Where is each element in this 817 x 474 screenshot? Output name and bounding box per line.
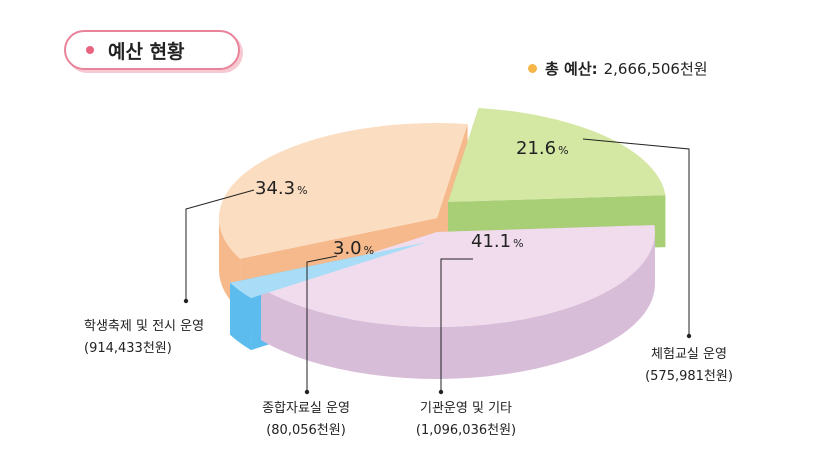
category-amount-operations: (575,981천원) — [645, 369, 733, 384]
percent-label-admin: 41.1% — [471, 231, 524, 252]
percent-label-festival: 34.3% — [255, 178, 308, 199]
leader-dot-admin — [438, 389, 444, 395]
pie-slice-festival — [219, 122, 468, 259]
total-budget-value: 2,666,506천원 — [603, 60, 708, 78]
leader-dot-festival — [183, 298, 189, 304]
category-amount-festival: (914,433천원) — [84, 341, 172, 356]
pie-slice-admin — [261, 225, 656, 327]
percent-label-library: 3.0% — [333, 238, 374, 259]
category-label-operations: 체험교실 운영 — [651, 347, 727, 362]
leader-line-library — [306, 255, 338, 392]
total-budget-label: 총 예산: — [545, 60, 598, 78]
leader-line-operations — [582, 138, 690, 336]
pie-slice-side-admin — [261, 232, 655, 379]
bullet-dot-icon — [528, 64, 537, 73]
category-amount-admin: (1,096,036천원) — [416, 423, 516, 438]
category-label-admin: 기관운영 및 기타 — [420, 401, 512, 416]
leader-line-admin — [440, 258, 473, 392]
leader-dot-library — [304, 389, 310, 395]
category-amount-library: (80,056천원) — [266, 423, 346, 438]
category-label-festival: 학생축제 및 전시 운영 — [84, 319, 204, 334]
percent-label-operations: 21.6% — [516, 138, 569, 159]
page-title: 예산 현황 — [108, 40, 185, 63]
pie-slice-operations — [448, 107, 666, 202]
category-label-library: 종합자료실 운영 — [262, 401, 350, 416]
pie-slice-library — [230, 242, 427, 299]
bullet-dot-icon — [86, 46, 94, 54]
title-pill: 예산 현황 — [64, 30, 240, 70]
leader-line-festival — [185, 189, 255, 301]
leader-dot-operations — [686, 333, 692, 339]
total-budget: 총 예산: 2,666,506천원 — [528, 58, 708, 79]
